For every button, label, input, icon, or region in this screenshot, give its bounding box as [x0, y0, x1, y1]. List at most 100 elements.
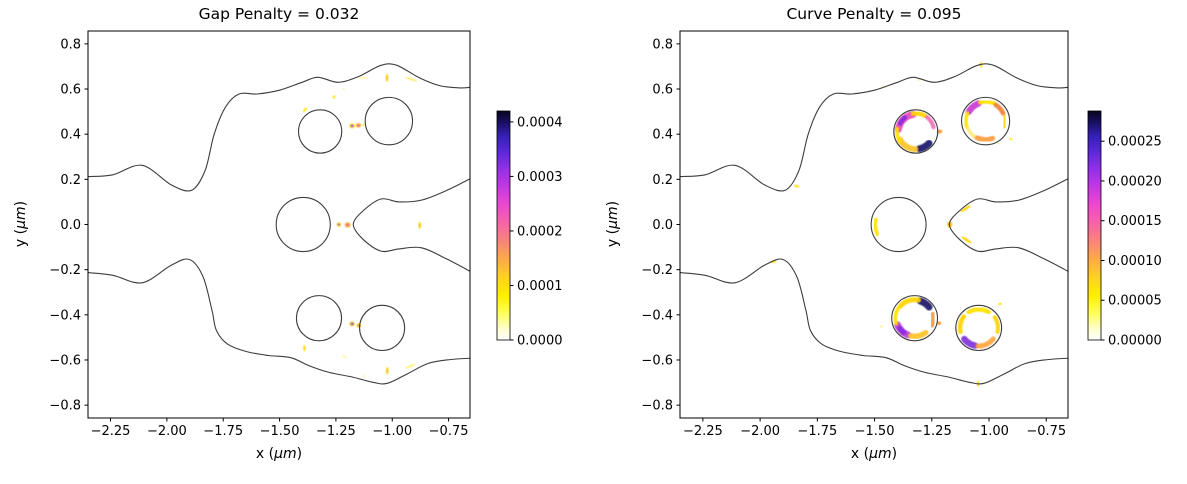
y-tick-label: 0.2 [60, 173, 81, 188]
hotspot-arc [908, 329, 929, 340]
colorbar-tick-label: 0.00015 [1108, 214, 1162, 229]
funnel-curve [352, 178, 470, 272]
top-boundary-curve [680, 63, 1068, 192]
x-axis-label-text: x ( [850, 446, 870, 462]
x-tick-label: −1.50 [260, 424, 300, 439]
funnel-curve [948, 178, 1068, 272]
hotspot-layer [771, 61, 1013, 387]
x-axis-label-left: x (μm) [88, 446, 470, 462]
plot-content [88, 63, 470, 385]
colorbar-tick-label: 0.0003 [517, 170, 563, 185]
hotspot-arc [916, 139, 933, 153]
hotspot-arc [895, 127, 902, 144]
hotspot [793, 184, 800, 188]
colorbar-tick-label: 0.0001 [517, 279, 563, 294]
x-tick-label: −2.00 [147, 424, 187, 439]
structure-layer [88, 63, 470, 385]
hole-circle [891, 295, 939, 342]
hotspot-layer [303, 73, 422, 378]
y-tick-label: 0.4 [652, 128, 673, 143]
hotspot-arc [964, 111, 970, 129]
y-tick-label: 0.0 [60, 218, 81, 233]
hotspot-core [350, 322, 354, 325]
y-tick-label: −0.2 [49, 263, 81, 278]
colorbar-tick-label: 0.00000 [1108, 334, 1162, 349]
x-tick-label: −2.25 [683, 424, 723, 439]
colorbar-tick-label: 0.0002 [517, 224, 563, 239]
hotspot-arc [893, 305, 901, 326]
hotspot [961, 236, 972, 244]
x-tick-label: −1.50 [855, 424, 895, 439]
hotspot [997, 142, 1000, 145]
hole-circle [955, 304, 1003, 352]
hole-circle [359, 304, 406, 352]
colorbar-tick-label: 0.00005 [1108, 294, 1162, 309]
hotspot-arc [992, 315, 1001, 334]
hole-circle [961, 96, 1011, 146]
hotspot-arc [961, 335, 979, 349]
hotspot-arc [966, 307, 991, 315]
y-tick-label: −0.2 [641, 263, 673, 278]
x-tick-label: −0.75 [1026, 424, 1066, 439]
hotspot-core [346, 223, 349, 227]
y-tick-label: 0.8 [60, 37, 81, 52]
top-boundary-curve [88, 63, 470, 192]
hotspot [880, 325, 883, 328]
hotspot-arc [910, 111, 928, 119]
hotspot-arc [965, 126, 976, 138]
hotspot [359, 76, 368, 80]
hotspot [960, 205, 971, 213]
hotspot-arc [929, 311, 936, 328]
hotspot [405, 77, 418, 82]
y-axis-label-left: y (μm) [13, 201, 29, 247]
y-tick-label: −0.8 [49, 399, 81, 414]
y-tick-label: −0.6 [49, 353, 81, 368]
colorbar-tick-label: 0.0000 [517, 334, 563, 349]
hotspot [341, 355, 348, 358]
hotspot-core [350, 124, 354, 127]
y-tick-label: −0.8 [641, 399, 673, 414]
colorbar-gradient [497, 111, 510, 340]
hotspot-core [386, 369, 388, 373]
hotspot-arc [973, 134, 996, 143]
bottom-boundary-curve [680, 258, 1068, 385]
hotspot [332, 95, 336, 99]
x-tick-label: −1.75 [203, 424, 243, 439]
hole-circle [893, 109, 939, 154]
x-axis-label-right: x (μm) [680, 446, 1068, 462]
x-axis-label-mu: μm [274, 446, 297, 462]
y-axis-label-right: y (μm) [605, 201, 621, 247]
x-tick-label: −1.00 [969, 424, 1009, 439]
y-tick-label: 0.2 [652, 173, 673, 188]
subplot-0: −2.25 −2.00 −1.75 −1.50 −1.25 −1.00 −0.75 0.8 0.… [49, 30, 563, 439]
colorbar-tick-label: 0.0004 [517, 115, 563, 130]
y-tick-label: 0.0 [652, 218, 673, 233]
hotspot-arc [978, 99, 997, 106]
plot-title-curve-penalty: Curve Penalty = 0.095 [786, 5, 962, 23]
x-tick-label: −1.25 [912, 424, 952, 439]
structure-layer [680, 63, 1068, 385]
y-tick-label: 0.6 [652, 83, 673, 98]
hotspot-core [303, 346, 305, 350]
colorbar-frame [496, 110, 511, 341]
y-axis-label-mu: μm [13, 206, 29, 229]
hotspot-arc [897, 297, 921, 309]
y-axis-label-text: y ( [605, 228, 621, 248]
x-axis-label-mu: μm [869, 446, 892, 462]
y-axis-label-text: y ( [13, 228, 29, 248]
hotspot-core [419, 223, 421, 228]
hotspot [936, 321, 942, 325]
x-axis-label-close: ) [296, 446, 303, 462]
x-tick-label: −2.25 [91, 424, 131, 439]
y-tick-label: −0.4 [641, 308, 673, 323]
plot-content [680, 61, 1068, 387]
colorbar-frame [1087, 110, 1102, 341]
x-tick-label: −1.25 [316, 424, 356, 439]
hole-circle [364, 96, 414, 146]
y-axis-label-close: ) [13, 200, 29, 207]
hotspot [405, 364, 416, 369]
hotspot-arc [975, 336, 996, 349]
colorbar-tick-label: 0.00010 [1108, 254, 1162, 269]
y-tick-label: 0.6 [60, 83, 81, 98]
